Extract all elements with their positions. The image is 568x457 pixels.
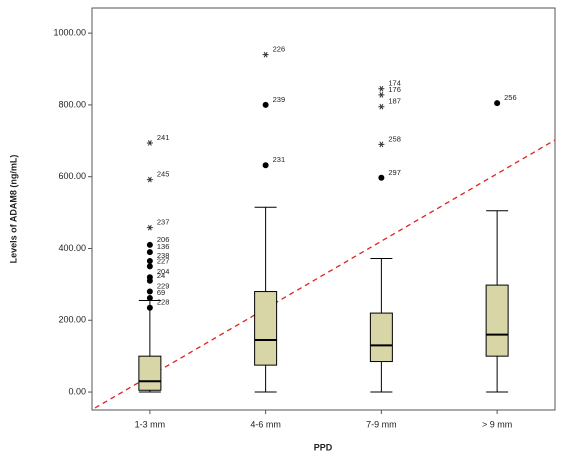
outlier-label: 239 (273, 95, 286, 104)
x-tick-label: > 9 mm (482, 419, 512, 429)
outlier-label: 227 (157, 256, 170, 265)
extreme-outlier (378, 92, 385, 98)
trend-annotation (94, 139, 556, 409)
plot-frame (91, 7, 556, 411)
extreme-outlier (146, 224, 153, 231)
outlier (494, 100, 501, 107)
outlier (146, 295, 153, 302)
outlier-label: 241 (157, 133, 170, 142)
x-tick-label: 1-3 mm (135, 419, 166, 429)
outlier-label: 258 (388, 134, 401, 143)
outlier-label: 176 (388, 85, 401, 94)
extreme-outlier (378, 141, 385, 148)
y-tick-label: 600.00 (58, 171, 86, 181)
extreme-outlier (262, 51, 269, 58)
outlier-label: 237 (157, 218, 170, 227)
box (138, 355, 162, 391)
box (369, 312, 393, 363)
x-tick-label: 4-6 mm (250, 419, 281, 429)
outlier (262, 162, 269, 169)
y-tick-label: 400.00 (58, 243, 86, 253)
extreme-outlier (146, 140, 153, 146)
outlier-label: 204 (157, 267, 170, 276)
outlier (378, 174, 385, 181)
box (254, 291, 278, 366)
outlier (146, 249, 153, 256)
y-tick-label: 200.00 (58, 315, 86, 325)
outlier-label: 226 (273, 45, 286, 54)
outlier-label: 24 (157, 271, 165, 280)
x-axis-label: PPD (314, 442, 333, 452)
x-tick-label: 7-9 mm (366, 419, 397, 429)
outlier (146, 263, 153, 270)
outlier-label: 229 (157, 282, 170, 291)
outlier (146, 277, 153, 284)
outlier-label: 256 (504, 93, 517, 102)
outlier-label: 69 (157, 288, 165, 297)
outlier-label: 206 (157, 235, 170, 244)
box (485, 284, 509, 357)
outlier-label: 297 (388, 168, 401, 177)
y-tick-label: 1000.00 (53, 28, 86, 38)
y-tick-label: 800.00 (58, 99, 86, 109)
outlier-label: 231 (273, 155, 286, 164)
y-tick-label: 0.00 (68, 386, 86, 396)
outlier-label: 187 (388, 97, 401, 106)
y-axis-label: Levels of ADAM8 (ng/mL) (8, 155, 18, 264)
outlier (146, 241, 153, 248)
outlier-label: 174 (388, 79, 401, 88)
outlier (146, 304, 153, 311)
outlier (146, 258, 153, 265)
extreme-outlier (378, 85, 385, 92)
outlier (146, 288, 153, 295)
extreme-outlier (378, 103, 385, 110)
outlier-label: 136 (157, 242, 170, 251)
outlier-label: 228 (157, 298, 170, 307)
outlier-label: 238 (157, 251, 170, 260)
outlier-label: 245 (157, 170, 170, 179)
extreme-outlier (146, 176, 153, 183)
outlier (262, 101, 269, 108)
